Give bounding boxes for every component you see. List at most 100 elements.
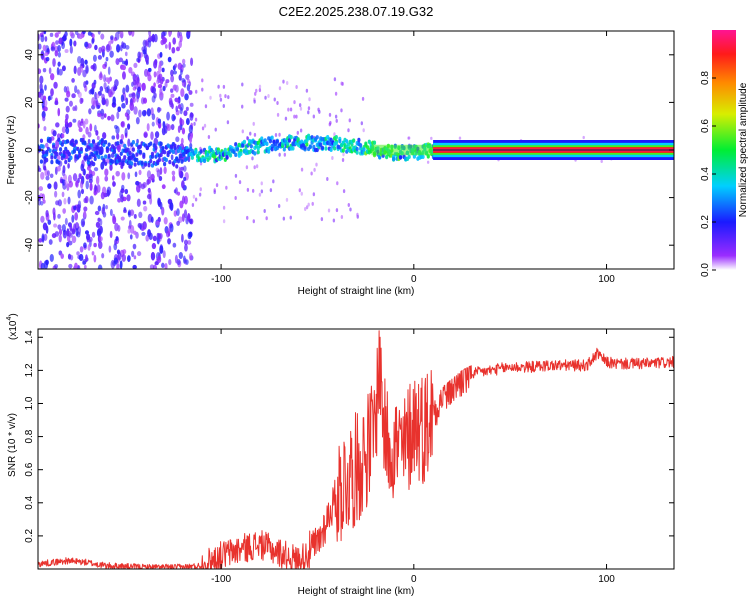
- heatmap-noise-cell: [222, 84, 226, 89]
- heatmap-noise-cell: [198, 192, 202, 197]
- heatmap-noise-cell: [155, 220, 160, 226]
- heatmap-noise-cell: [82, 167, 86, 176]
- heatmap-noise-cell: [121, 64, 126, 71]
- heatmap-noise-cell: [100, 191, 105, 200]
- heatmap-signal-cell: [149, 141, 153, 146]
- svg-text:(x104): (x104): [6, 313, 19, 340]
- heatmap-noise-cell: [133, 106, 138, 115]
- heatmap-noise-cell: [163, 38, 168, 43]
- snr-plot-frame: [37, 328, 675, 570]
- heatmap-noise-cell: [349, 207, 352, 212]
- heatmap-signal-cell: [107, 142, 111, 147]
- heatmap-noise-cell: [293, 100, 296, 105]
- heatmap-noise-cell: [227, 95, 230, 100]
- heatmap-noise-cell: [153, 92, 157, 99]
- heatmap-noise-cell: [82, 31, 86, 35]
- heatmap-signal-cell: [364, 141, 368, 146]
- heatmap-noise-cell: [77, 226, 82, 235]
- heatmap-noise-cell: [43, 165, 47, 171]
- heatmap-noise-cell: [342, 189, 346, 194]
- heatmap-noise-cell: [62, 35, 67, 42]
- heatmap-noise-cell: [300, 191, 303, 196]
- heatmap-noise-cell: [79, 180, 84, 189]
- heatmap-noise-cell: [305, 88, 309, 93]
- heatmap-signal-cell: [270, 135, 274, 140]
- heatmap-noise-cell: [137, 222, 142, 229]
- heatmap-noise-cell: [146, 193, 152, 200]
- heatmap-noise-cell: [121, 254, 127, 262]
- heatmap-noise-cell: [258, 88, 262, 93]
- heatmap-noise-cell: [194, 117, 198, 122]
- heatmap-noise-cell: [150, 216, 154, 223]
- heatmap-noise-cell: [83, 81, 87, 89]
- heatmap-noise-cell: [213, 188, 216, 193]
- heatmap-noise-cell: [157, 255, 162, 263]
- heatmap-noise-cell: [115, 170, 120, 177]
- heatmap-noise-cell: [65, 127, 70, 135]
- heatmap-noise-cell: [100, 161, 105, 170]
- heatmap-noise-cell: [133, 80, 138, 90]
- heatmap-noise-cell: [39, 89, 44, 94]
- heatmap-signal-cell: [41, 144, 45, 149]
- heatmap-noise-cell: [147, 229, 152, 238]
- heatmap-noise-cell: [188, 124, 193, 134]
- heatmap-noise-cell: [181, 127, 186, 135]
- heatmap-signal-cell: [421, 154, 425, 160]
- heatmap-noise-cell: [116, 133, 120, 140]
- heatmap-noise-cell: [58, 68, 63, 76]
- heatmap-noise-cell: [163, 166, 167, 175]
- heatmap-noise-cell: [170, 88, 174, 93]
- heatmap-noise-cell: [97, 217, 101, 222]
- heatmap-noise-cell: [87, 138, 91, 145]
- heatmap-noise-cell: [298, 103, 302, 108]
- heatmap-noise-cell: [82, 69, 87, 78]
- heatmap-noise-cell: [154, 131, 160, 139]
- heatmap-noise-cell: [93, 242, 97, 248]
- heatmap-signal-cell: [128, 150, 132, 156]
- heatmap-noise-cell: [101, 93, 105, 100]
- spectrogram-x-tick-label: 0: [411, 274, 417, 285]
- heatmap-noise-cell: [64, 118, 68, 125]
- heatmap-signal-cell: [119, 139, 123, 144]
- heatmap-noise-cell: [180, 166, 184, 171]
- heatmap-noise-cell: [77, 56, 82, 64]
- heatmap-noise-cell: [49, 253, 54, 262]
- heatmap-noise-cell: [185, 74, 190, 80]
- heatmap-noise-cell: [124, 45, 130, 50]
- heatmap-noise-cell: [120, 133, 125, 141]
- heatmap-noise-cell: [181, 78, 185, 83]
- heatmap-noise-cell: [181, 233, 184, 243]
- heatmap-noise-cell: [89, 88, 95, 95]
- heatmap-noise-cell: [282, 79, 285, 84]
- heatmap-noise-cell: [175, 46, 180, 52]
- heatmap-signal-cell: [138, 150, 142, 155]
- heatmap-noise-cell: [116, 249, 121, 255]
- heatmap-noise-cell: [66, 241, 70, 248]
- heatmap-noise-cell: [68, 263, 73, 269]
- heatmap-noise-cell: [47, 183, 52, 190]
- heatmap-noise-cell: [61, 65, 66, 72]
- snr-y-scale-label: (x104): [6, 313, 19, 340]
- heatmap-noise-cell: [145, 54, 149, 64]
- heatmap-noise-cell: [204, 104, 208, 109]
- heatmap-noise-cell: [157, 197, 161, 206]
- heatmap-noise-cell: [187, 213, 191, 222]
- heatmap-noise-cell: [134, 171, 138, 178]
- heatmap-signal-cell: [426, 154, 430, 159]
- heatmap-signal-cell: [72, 143, 77, 148]
- heatmap-noise-cell: [120, 94, 124, 103]
- heatmap-noise-cell: [170, 69, 174, 77]
- heatmap-signal-cell: [55, 152, 59, 157]
- heatmap-noise-cell: [131, 250, 135, 257]
- heatmap-signal-cell: [319, 142, 323, 147]
- heatmap-noise-cell: [141, 82, 146, 91]
- heatmap-noise-cell: [121, 102, 126, 109]
- heatmap-noise-cell: [142, 200, 147, 205]
- heatmap-signal-cell: [110, 159, 115, 164]
- heatmap-signal-cell: [265, 141, 269, 146]
- heatmap-signal-cell: [173, 143, 177, 148]
- spectrogram-y-axis-label: Frequency (Hz): [6, 116, 17, 185]
- heatmap-signal-cell: [154, 145, 158, 151]
- heatmap-noise-cell: [219, 93, 222, 98]
- heatmap-noise-cell: [135, 180, 140, 186]
